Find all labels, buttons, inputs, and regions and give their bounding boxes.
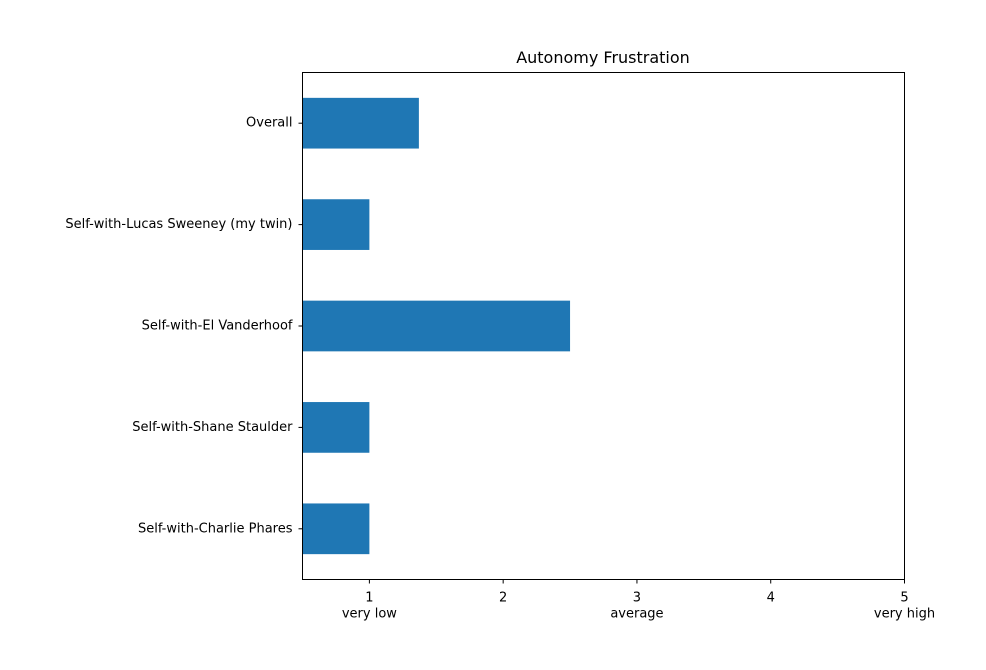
bar-4 [302,402,370,453]
x-tick-label: 4 [767,591,775,606]
y-tick-label: Self-with-El Vanderhoof [142,319,293,334]
x-tick-label: 3 [633,591,641,606]
y-tick-label: Self-with-Shane Staulder [132,420,293,435]
bar-1 [302,97,419,149]
plot-frame [302,72,905,580]
y-axis-ticks: Overall Self-with-Lucas Sweeney (my twin)… [65,116,303,536]
y-tick-label: Self-with-Charlie Phares [138,521,293,536]
bars-group [302,97,571,555]
y-tick-label: Self-with-Lucas Sweeney (my twin) [65,217,292,232]
bar-3 [302,300,571,352]
x-tick-label: 1 [365,591,373,606]
x-tick-label: 5 [900,591,908,606]
x-tick-sublabel: average [610,607,663,622]
chart-title: Autonomy Frustration [516,48,690,67]
x-tick-label: 2 [499,591,507,606]
bar-5 [302,503,370,555]
x-tick-sublabel: very high [874,607,935,622]
y-tick-label: Overall [246,116,292,131]
bar-2 [302,199,370,250]
x-tick-sublabel: very low [342,607,397,622]
